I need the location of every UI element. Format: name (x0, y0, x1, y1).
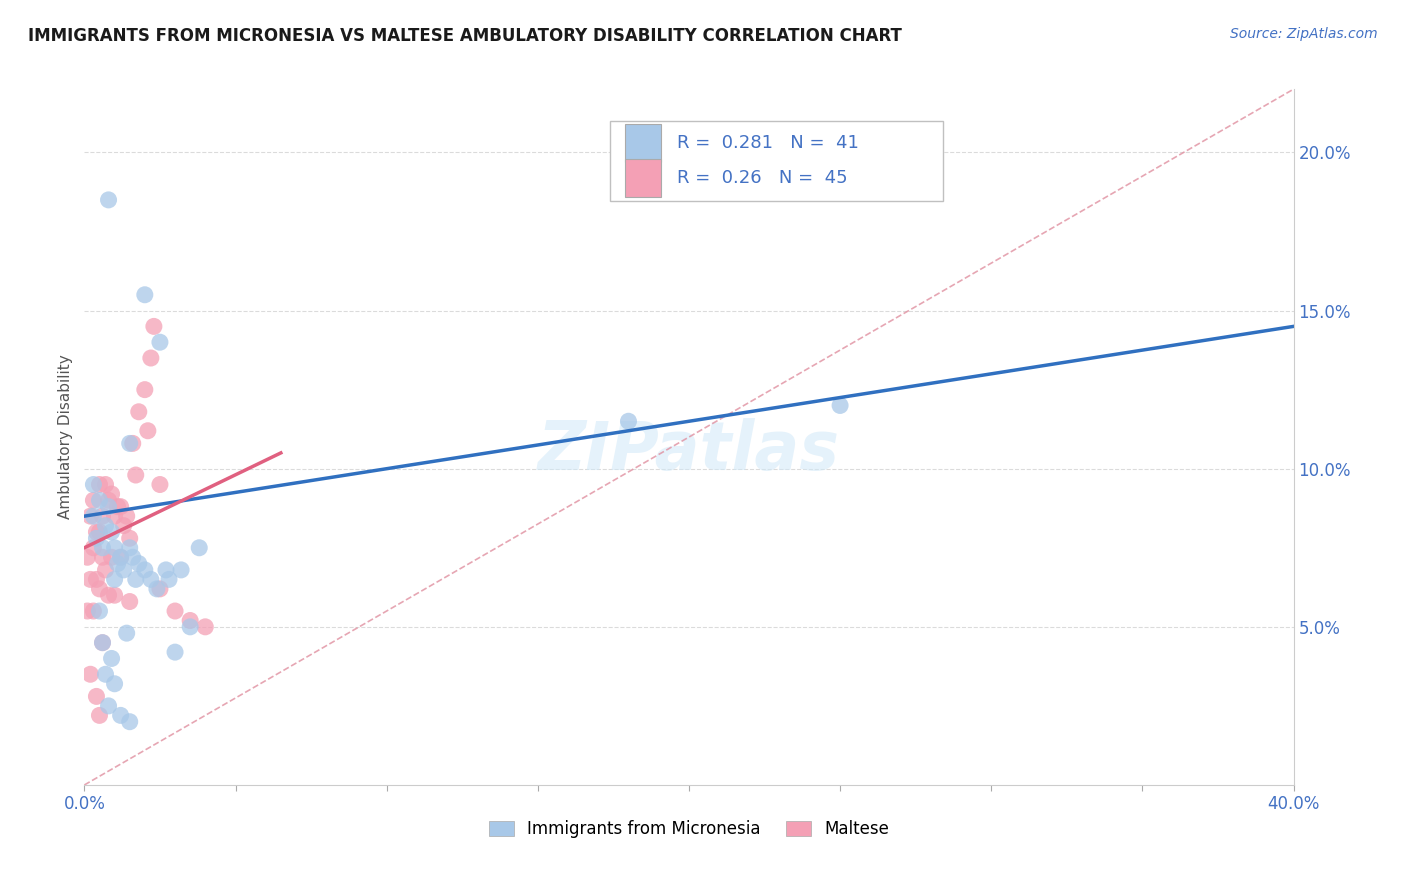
Point (118, 714, 141, 729)
Point (170, 563, 193, 577)
Point (128, 405, 150, 419)
Point (104, 677, 127, 691)
Point (107, 557, 129, 571)
Point (121, 436, 143, 450)
Point (91, 635, 114, 649)
Point (104, 588, 127, 602)
Point (188, 541, 211, 555)
Point (97, 493, 120, 508)
Point (107, 500, 129, 514)
Point (110, 550, 132, 565)
Point (82, 541, 104, 555)
Point (89, 604, 111, 618)
Point (194, 620, 217, 634)
Point (82, 477, 104, 491)
Point (86, 524, 108, 539)
Point (134, 383, 156, 397)
Point (142, 319, 165, 334)
Point (139, 351, 162, 365)
Y-axis label: Ambulatory Disability: Ambulatory Disability (58, 355, 73, 519)
Point (128, 557, 150, 571)
Point (118, 541, 141, 555)
Point (76, 604, 98, 618)
Point (100, 550, 122, 565)
Point (91, 635, 114, 649)
Point (118, 594, 141, 608)
Point (79, 509, 101, 524)
Point (97, 193, 120, 207)
Bar (624, 124, 661, 162)
Point (149, 335, 172, 350)
Point (76, 550, 98, 565)
Point (100, 524, 122, 539)
Point (110, 500, 132, 514)
Point (97, 588, 120, 602)
Point (82, 509, 104, 524)
Point (179, 620, 201, 634)
Point (89, 582, 111, 596)
Point (118, 436, 141, 450)
Point (134, 563, 156, 577)
Point (97, 500, 120, 514)
Point (104, 573, 127, 587)
Point (82, 604, 104, 618)
Point (82, 493, 104, 508)
Point (136, 424, 159, 438)
Point (79, 667, 101, 681)
Point (91, 541, 114, 555)
Point (165, 645, 187, 659)
Point (149, 477, 172, 491)
Point (100, 487, 122, 501)
Point (79, 573, 101, 587)
Text: IMMIGRANTS FROM MICRONESIA VS MALTESE AMBULATORY DISABILITY CORRELATION CHART: IMMIGRANTS FROM MICRONESIA VS MALTESE AM… (28, 27, 903, 45)
Point (110, 550, 132, 565)
Text: Source: ZipAtlas.com: Source: ZipAtlas.com (1230, 27, 1378, 41)
Point (125, 573, 148, 587)
Point (112, 563, 135, 577)
Point (104, 541, 127, 555)
Text: R =  0.26   N =  45: R = 0.26 N = 45 (676, 169, 848, 187)
Point (94, 563, 117, 577)
Point (139, 573, 162, 587)
Point (115, 509, 138, 524)
Point (94, 518, 117, 533)
Point (155, 563, 177, 577)
Point (91, 550, 114, 565)
Point (97, 698, 120, 713)
Point (118, 531, 141, 545)
Bar (610, 120, 943, 201)
Point (149, 582, 172, 596)
Point (89, 493, 111, 508)
Point (94, 667, 117, 681)
Point (86, 573, 108, 587)
Point (110, 708, 132, 723)
Point (89, 708, 111, 723)
Point (112, 518, 135, 533)
Point (157, 573, 180, 587)
Point (86, 690, 108, 704)
Point (100, 651, 122, 665)
Point (134, 287, 156, 301)
Point (125, 468, 148, 483)
Point (89, 477, 111, 491)
Point (146, 582, 169, 596)
Text: ZIPatlas: ZIPatlas (538, 418, 839, 484)
Text: R =  0.281   N =  41: R = 0.281 N = 41 (676, 134, 859, 152)
Point (115, 626, 138, 640)
Point (121, 550, 143, 565)
Point (91, 509, 114, 524)
Point (94, 477, 117, 491)
Legend: Immigrants from Micronesia, Maltese: Immigrants from Micronesia, Maltese (481, 812, 897, 847)
Bar (624, 159, 661, 197)
Point (165, 604, 187, 618)
Point (830, 399, 852, 413)
Point (104, 509, 127, 524)
Point (89, 524, 111, 539)
Point (179, 614, 201, 628)
Point (617, 414, 640, 428)
Point (86, 531, 108, 545)
